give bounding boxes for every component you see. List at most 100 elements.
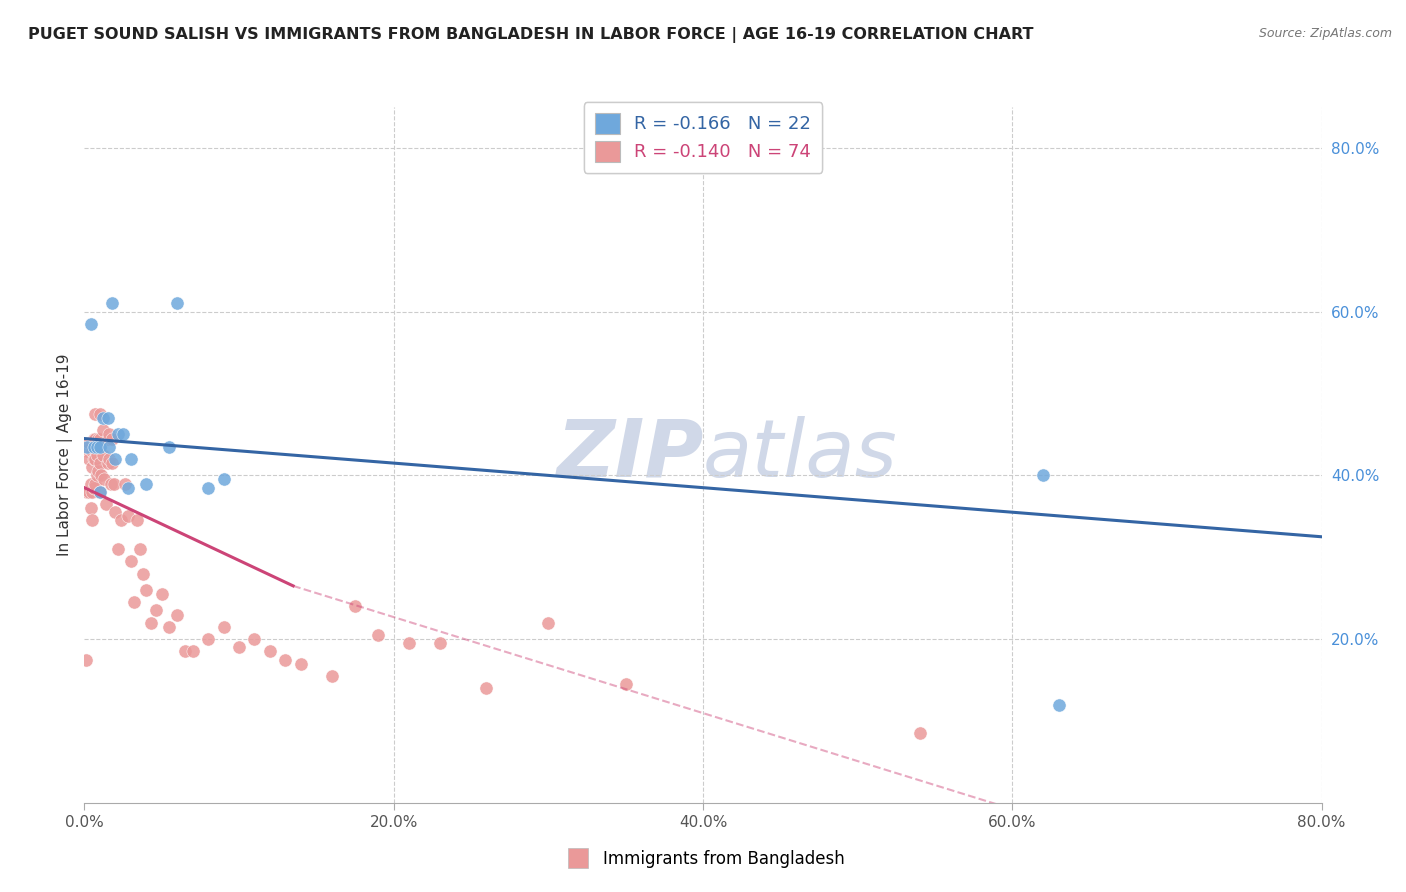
Point [537, 615, 560, 630]
Point [89, 484, 111, 499]
Point [87, 464, 110, 478]
Point [228, 640, 250, 655]
Point [290, 657, 312, 671]
Point [274, 652, 297, 666]
Text: atlas: atlas [703, 416, 898, 494]
Point [77, 452, 100, 467]
Point [91, 448, 114, 462]
Point [100, 476, 122, 491]
Point [145, 603, 167, 617]
Point [84, 407, 107, 421]
Point [77, 484, 100, 499]
Point [76, 440, 98, 454]
Point [104, 505, 127, 519]
Point [87, 432, 110, 446]
Legend: R = -0.166   N = 22, R = -0.140   N = 74: R = -0.166 N = 22, R = -0.140 N = 74 [583, 103, 823, 173]
Y-axis label: In Labor Force | Age 16-19: In Labor Force | Age 16-19 [58, 353, 73, 557]
Point [159, 620, 181, 634]
Point [344, 599, 367, 614]
Point [94, 497, 117, 511]
Point [120, 452, 142, 467]
Point [122, 595, 145, 609]
Point [212, 473, 235, 487]
Point [212, 620, 235, 634]
Point [120, 554, 142, 568]
Point [321, 669, 343, 683]
Point [84, 476, 107, 491]
Point [125, 513, 148, 527]
Point [908, 726, 931, 740]
Point [86, 468, 108, 483]
Point [89, 440, 111, 454]
Point [93, 473, 115, 487]
Point [89, 484, 111, 499]
Point [97, 432, 120, 446]
Point [614, 677, 637, 691]
Text: Source: ZipAtlas.com: Source: ZipAtlas.com [1258, 27, 1392, 40]
Point [129, 542, 152, 557]
Point [101, 432, 124, 446]
Point [117, 509, 139, 524]
Point [132, 566, 155, 581]
Point [117, 481, 139, 495]
Point [101, 296, 124, 310]
Point [98, 452, 121, 467]
Point [135, 476, 157, 491]
Point [197, 632, 219, 646]
Point [181, 644, 204, 658]
Text: ZIP: ZIP [555, 416, 703, 494]
Point [166, 607, 188, 622]
Point [98, 427, 121, 442]
Point [82, 460, 104, 475]
Point [97, 411, 120, 425]
Point [104, 452, 127, 467]
Point [97, 456, 120, 470]
Point [197, 481, 219, 495]
Point [114, 476, 136, 491]
Point [82, 443, 104, 458]
Point [1032, 468, 1054, 483]
Point [76, 484, 98, 499]
Point [77, 435, 100, 450]
Point [90, 468, 112, 483]
Point [110, 513, 132, 527]
Point [1047, 698, 1070, 712]
Point [84, 452, 107, 467]
Point [150, 587, 173, 601]
Point [83, 432, 105, 446]
Point [429, 636, 451, 650]
Point [367, 628, 389, 642]
Point [86, 440, 108, 454]
Point [475, 681, 498, 696]
Point [398, 636, 420, 650]
Point [91, 411, 114, 425]
Point [82, 484, 104, 499]
Point [79, 501, 101, 516]
Point [91, 423, 114, 437]
Point [89, 407, 111, 421]
Point [103, 476, 125, 491]
Point [139, 615, 162, 630]
Text: PUGET SOUND SALISH VS IMMIGRANTS FROM BANGLADESH IN LABOR FORCE | AGE 16-19 CORR: PUGET SOUND SALISH VS IMMIGRANTS FROM BA… [28, 27, 1033, 43]
Point [259, 644, 281, 658]
Point [89, 432, 111, 446]
Point [107, 427, 129, 442]
Point [174, 644, 197, 658]
Point [79, 317, 101, 331]
Point [83, 440, 105, 454]
Point [107, 542, 129, 557]
Point [243, 632, 266, 646]
Point [135, 582, 157, 597]
Legend: Immigrants from Bangladesh: Immigrants from Bangladesh [554, 844, 852, 875]
Point [98, 440, 121, 454]
Point [82, 513, 104, 527]
Point [84, 432, 107, 446]
Point [76, 443, 98, 458]
Point [89, 456, 111, 470]
Point [79, 476, 101, 491]
Point [83, 481, 105, 495]
Point [86, 448, 108, 462]
Point [83, 452, 105, 467]
Point [75, 652, 97, 666]
Point [166, 296, 188, 310]
